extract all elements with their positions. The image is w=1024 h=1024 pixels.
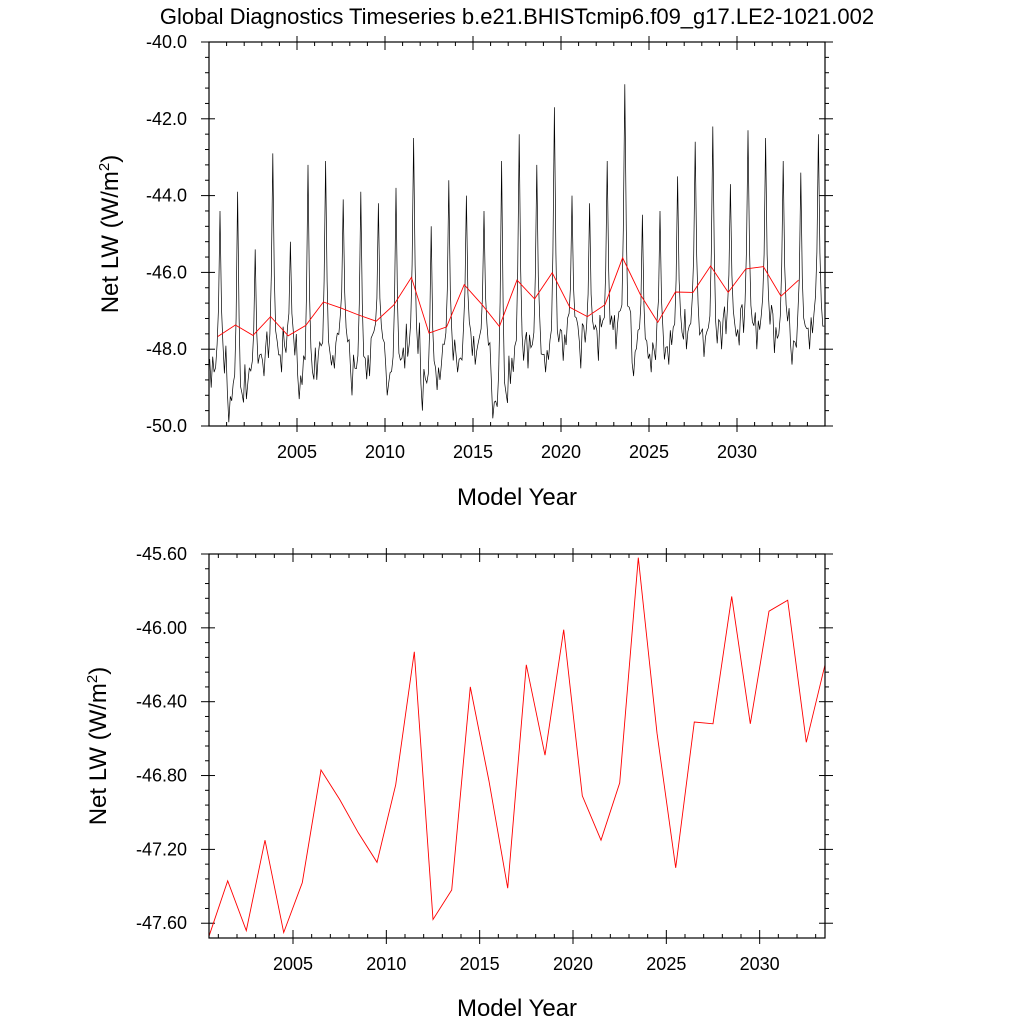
y-tick-label: -42.0: [146, 109, 187, 129]
x-tick-label: 2015: [453, 442, 493, 462]
bottom-x-tick-labels: 2005 2010 2015 2020 2025 2030: [273, 954, 780, 974]
x-tick-label: 2005: [277, 442, 317, 462]
x-tick-label: 2020: [541, 442, 581, 462]
x-tick-label: 2010: [365, 442, 405, 462]
x-tick-label: 2005: [273, 954, 313, 974]
bottom-y-tick-labels: -47.60 -47.20 -46.80 -46.40 -46.00 -45.60: [136, 544, 187, 933]
y-tick-label: -40.0: [146, 32, 187, 52]
top-y-axis-label: Net LW (W/m2): [96, 155, 124, 314]
y-tick-label: -46.40: [136, 692, 187, 712]
bottom-y-axis-label: Net LW (W/m2): [84, 667, 112, 826]
top-y-label-end: ): [97, 155, 124, 163]
x-tick-label: 2020: [553, 954, 593, 974]
figure-title: Global Diagnostics Timeseries b.e21.BHIS…: [160, 4, 874, 29]
y-tick-label: -45.60: [136, 544, 187, 564]
bottom-plot-frame: [208, 553, 826, 939]
x-tick-label: 2030: [740, 954, 780, 974]
bottom-y-label-end: ): [85, 667, 112, 675]
y-tick-label: -46.0: [146, 262, 187, 282]
bottom-panel: 2005 2010 2015 2020 2025 2030 -47.60 -47.20 -46…: [84, 544, 833, 1022]
bottom-y-label-main: Net LW (W/m: [85, 683, 112, 825]
y-tick-label: -46.00: [136, 618, 187, 638]
bottom-x-axis-label: Model Year: [457, 995, 577, 1022]
y-tick-label: -47.20: [136, 839, 187, 859]
bottom-y-label-sup: 2: [84, 675, 101, 683]
x-tick-label: 2015: [460, 954, 500, 974]
bottom-minor-ticks: [201, 548, 833, 944]
x-tick-label: 2030: [717, 442, 757, 462]
top-y-tick-labels: -50.0 -48.0 -46.0 -44.0 -42.0 -40.0: [146, 32, 187, 436]
top-x-axis-label: Model Year: [457, 484, 577, 511]
bottom-annual-series-line: [208, 557, 826, 937]
top-annual-series-line: [217, 256, 799, 337]
top-monthly-series-line: [209, 84, 825, 423]
y-tick-label: -47.60: [136, 913, 187, 933]
top-panel: 2005 2010 2015 2020 2025 2030 -50.0 -48.0 -46.0…: [96, 32, 833, 511]
y-tick-label: -44.0: [146, 186, 187, 206]
y-tick-label: -46.80: [136, 766, 187, 786]
top-series-group: [209, 84, 825, 423]
bottom-series-group: [208, 557, 826, 937]
top-plot-frame: [208, 41, 826, 427]
top-minor-ticks: [201, 36, 833, 432]
top-y-label-sup: 2: [96, 163, 113, 171]
y-tick-label: -48.0: [146, 339, 187, 359]
x-tick-label: 2025: [629, 442, 669, 462]
x-tick-label: 2025: [646, 954, 686, 974]
top-y-label-main: Net LW (W/m: [97, 171, 124, 313]
top-x-tick-labels: 2005 2010 2015 2020 2025 2030: [277, 442, 757, 462]
y-tick-label: -50.0: [146, 416, 187, 436]
x-tick-label: 2010: [366, 954, 406, 974]
